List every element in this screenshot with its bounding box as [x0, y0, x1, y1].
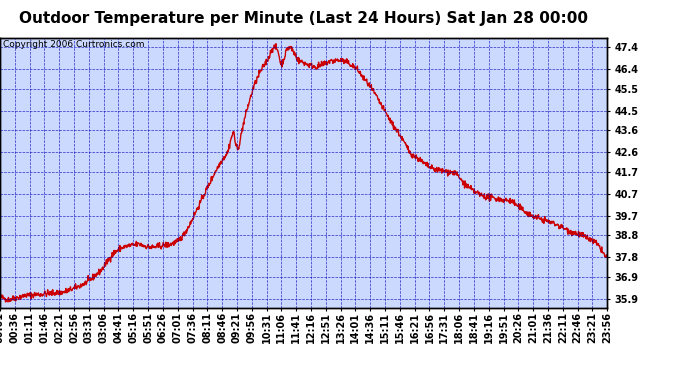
Text: Copyright 2006 Curtronics.com: Copyright 2006 Curtronics.com: [3, 40, 144, 49]
Text: Outdoor Temperature per Minute (Last 24 Hours) Sat Jan 28 00:00: Outdoor Temperature per Minute (Last 24 …: [19, 11, 588, 26]
